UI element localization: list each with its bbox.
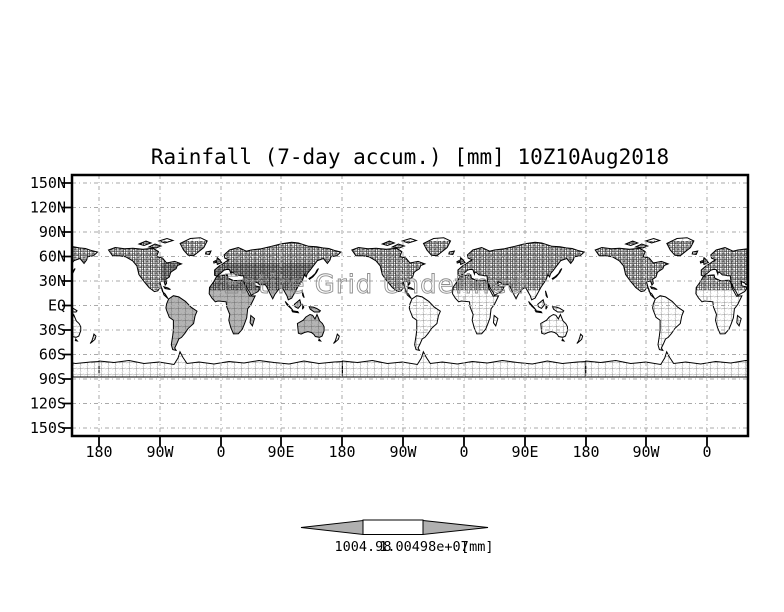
y-tick-120n: 120N: [30, 199, 66, 217]
x-tick-6: 90W: [389, 443, 417, 461]
y-tick-eq: EQ: [48, 297, 66, 315]
colorbar-min-label: 1004.98: [335, 539, 392, 555]
x-tick-11: 0: [702, 443, 711, 461]
x-tick-9: 180: [572, 443, 599, 461]
y-tick-120s: 120S: [30, 395, 66, 413]
grid-undefined-watermark: Entire Grid Undefined: [223, 270, 525, 300]
y-tick-30s: 30S: [39, 321, 66, 339]
x-tick-4: 90E: [267, 443, 294, 461]
axis-tick-marks: [62, 182, 708, 446]
x-tick-10: 90W: [632, 443, 660, 461]
y-tick-90s: 90S: [39, 370, 66, 388]
x-tick-8: 90E: [511, 443, 538, 461]
world-map: Entire Grid Undefined: [72, 175, 748, 436]
x-tick-2: 90W: [146, 443, 174, 461]
colorbar-interval: [362, 519, 424, 535]
y-axis-labels: 150N 120N 90N 60N 30N EQ 30S 60S 90S 120…: [30, 174, 66, 437]
x-tick-7: 0: [459, 443, 468, 461]
gridlines: [72, 175, 748, 436]
colorbar-right-arrow: [422, 519, 489, 536]
colorbar-units-label: [mm]: [461, 539, 494, 555]
y-tick-150s: 150S: [30, 419, 66, 437]
x-tick-5: 180: [328, 443, 355, 461]
colorbar-left-arrow: [300, 519, 364, 536]
x-tick-3: 0: [216, 443, 225, 461]
y-tick-60s: 60S: [39, 346, 66, 364]
y-tick-30n: 30N: [39, 272, 66, 290]
y-tick-60n: 60N: [39, 248, 66, 266]
y-tick-90n: 90N: [39, 223, 66, 241]
colorbar-max-label: 1.00498e+07: [379, 539, 468, 555]
x-tick-1: 180: [85, 443, 112, 461]
plot-title: Rainfall (7-day accum.) [mm] 10Z10Aug201…: [151, 145, 669, 169]
y-tick-150n: 150N: [30, 174, 66, 192]
colorbar: 1004.98 1.00498e+07 [mm]: [300, 519, 494, 555]
x-axis-labels: 180 90W 0 90E 180 90W 0 90E 180 90W 0: [85, 443, 711, 461]
